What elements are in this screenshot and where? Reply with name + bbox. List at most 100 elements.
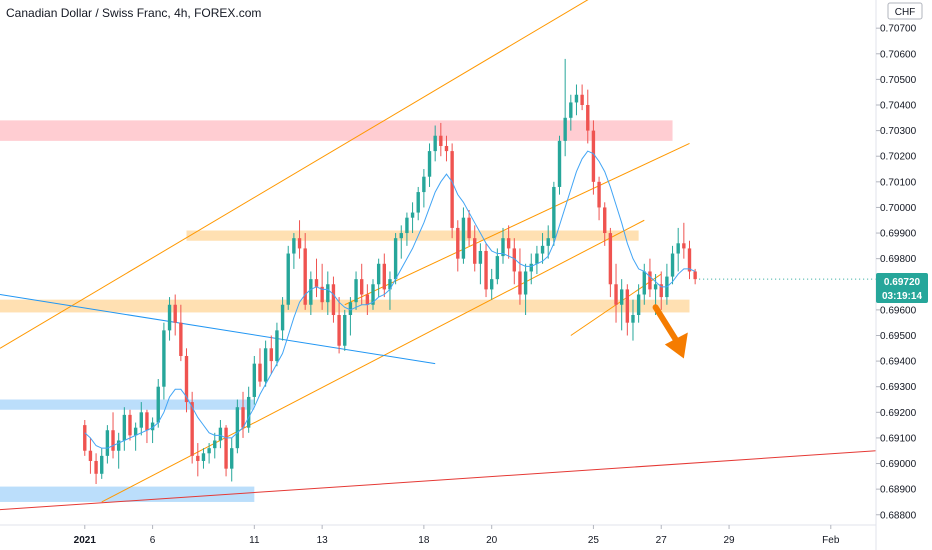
y-tick-label: 0.68800 bbox=[880, 510, 917, 521]
candle-body bbox=[676, 243, 680, 254]
candle-body bbox=[444, 145, 449, 152]
candle-body bbox=[410, 212, 415, 218]
currency-badge[interactable] bbox=[887, 2, 923, 20]
candle-body bbox=[608, 233, 613, 285]
candle-body bbox=[631, 315, 635, 323]
candle-body bbox=[122, 414, 127, 441]
y-tick-label: 0.69800 bbox=[880, 254, 917, 265]
candle-body bbox=[552, 186, 556, 239]
y-tick-label: 0.70600 bbox=[880, 49, 917, 60]
candle-body bbox=[427, 151, 432, 177]
candle-body bbox=[523, 271, 528, 295]
zone-support-low bbox=[0, 299, 690, 313]
y-tick-label: 0.70000 bbox=[880, 203, 917, 214]
candle-body bbox=[416, 192, 420, 213]
candle-body bbox=[252, 363, 257, 397]
x-tick-label: 25 bbox=[588, 535, 600, 546]
candle-body bbox=[162, 330, 166, 387]
candle-body bbox=[489, 279, 494, 290]
chart-title: Canadian Dollar / Swiss Franc, 4h, FOREX… bbox=[6, 6, 261, 20]
candle-body bbox=[246, 396, 251, 428]
x-tick-label: 2021 bbox=[74, 535, 97, 546]
candle-body bbox=[337, 315, 341, 346]
candle-body bbox=[376, 263, 381, 285]
candle-body bbox=[625, 289, 630, 323]
candle-body bbox=[173, 304, 177, 323]
line-trend-blue bbox=[0, 294, 436, 365]
arrow-shaft bbox=[652, 304, 682, 348]
price-badge-bg bbox=[876, 273, 928, 303]
moving-average-line bbox=[84, 150, 696, 449]
y-tick-label: 0.68900 bbox=[880, 485, 917, 496]
candle-body bbox=[133, 427, 138, 436]
x-tick-label: 29 bbox=[723, 535, 735, 546]
candle-body bbox=[241, 407, 245, 428]
candle-body bbox=[280, 304, 285, 331]
candle-body bbox=[529, 263, 533, 272]
y-tick-label: 0.70200 bbox=[880, 152, 917, 163]
x-tick-label: Feb bbox=[822, 535, 840, 546]
line-channel-mid bbox=[344, 142, 690, 306]
candle-body bbox=[580, 94, 584, 105]
x-tick-label: 11 bbox=[249, 535, 260, 546]
candle-body bbox=[591, 130, 596, 182]
candle-body bbox=[365, 294, 370, 305]
candle-body bbox=[235, 407, 240, 449]
candle-body bbox=[309, 279, 313, 305]
candle-body bbox=[320, 286, 324, 303]
candle-body bbox=[360, 279, 364, 295]
candle-body bbox=[105, 430, 110, 456]
candle-body bbox=[331, 284, 336, 315]
currency-badge-label: CHF bbox=[895, 7, 916, 18]
candle-body bbox=[292, 238, 296, 254]
candle-body bbox=[653, 284, 658, 290]
candle-body bbox=[269, 348, 273, 362]
candle-body bbox=[512, 248, 516, 272]
candle-body bbox=[456, 227, 460, 259]
candle-body bbox=[263, 348, 268, 382]
x-axis[interactable]: 2021 6 11 13 18 20 25 27 29 Feb bbox=[74, 525, 840, 546]
candle-body bbox=[399, 233, 403, 239]
candle-body bbox=[343, 315, 347, 346]
candle-body bbox=[535, 253, 539, 264]
line-channel-top bbox=[0, 0, 589, 349]
candle-body bbox=[619, 289, 624, 305]
x-tick-label: 27 bbox=[656, 535, 668, 546]
candle-body bbox=[484, 250, 488, 290]
y-tick-label: 0.69600 bbox=[880, 305, 917, 316]
countdown-label: 03:19:14 bbox=[882, 291, 922, 302]
candle-body bbox=[450, 151, 454, 228]
candle-body bbox=[150, 422, 155, 431]
x-tick-label: 13 bbox=[317, 535, 329, 546]
candle-body bbox=[501, 238, 505, 257]
candle-body bbox=[354, 279, 358, 303]
candle-body bbox=[179, 322, 183, 356]
y-tick-label: 0.70100 bbox=[880, 177, 917, 188]
candle-body bbox=[139, 412, 143, 428]
candle-body bbox=[405, 217, 409, 234]
candle-body bbox=[642, 271, 646, 295]
candle-body bbox=[258, 363, 262, 382]
candle-body bbox=[433, 135, 437, 152]
candle-body bbox=[461, 217, 466, 259]
y-tick-label: 0.69900 bbox=[880, 229, 917, 240]
x-tick-label: 20 bbox=[486, 535, 498, 546]
candle-body bbox=[128, 414, 132, 436]
candle-body bbox=[682, 243, 686, 249]
candle-body bbox=[190, 402, 194, 456]
candle-body bbox=[603, 207, 607, 234]
candle-body bbox=[659, 284, 663, 298]
candle-body bbox=[648, 271, 652, 290]
y-tick-label: 0.69200 bbox=[880, 408, 917, 419]
candle-body bbox=[100, 455, 104, 474]
zone-resistance bbox=[0, 120, 673, 141]
candle-body bbox=[693, 271, 697, 280]
candle-body bbox=[473, 238, 477, 264]
candle-body bbox=[145, 412, 149, 431]
y-axis[interactable]: 0.70700 0.70600 0.70500 0.70400 0.70300 0.702… bbox=[876, 24, 917, 522]
candle-body bbox=[94, 460, 98, 474]
candle-body bbox=[557, 140, 562, 187]
candle-body bbox=[382, 263, 387, 290]
